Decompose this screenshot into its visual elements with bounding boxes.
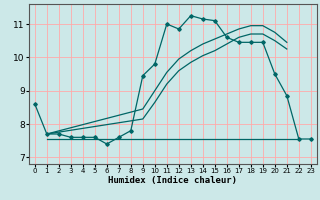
X-axis label: Humidex (Indice chaleur): Humidex (Indice chaleur) [108, 176, 237, 185]
